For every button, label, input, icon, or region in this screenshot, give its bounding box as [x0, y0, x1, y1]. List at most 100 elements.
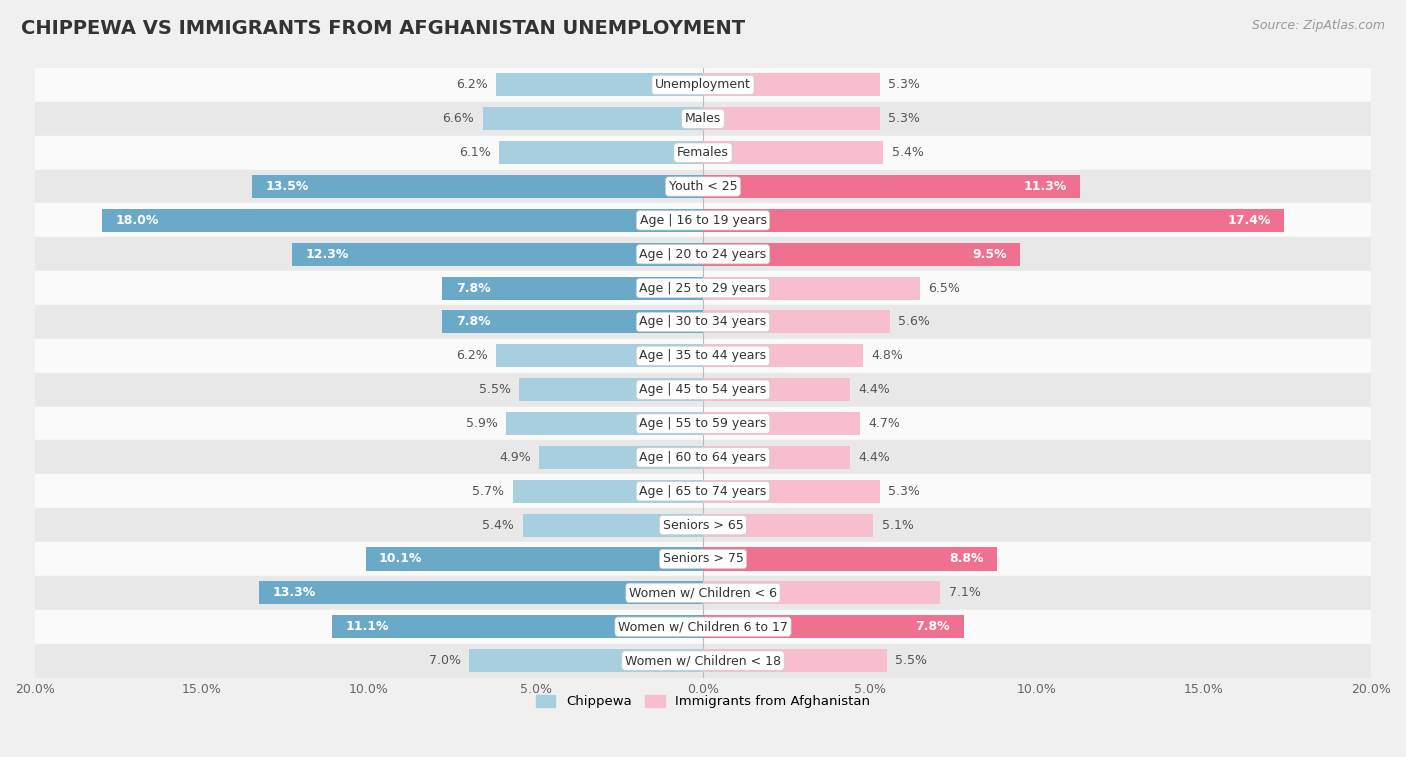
Bar [252, 175, 703, 198]
Bar [703, 412, 860, 435]
Bar [35, 339, 1371, 372]
Bar [703, 480, 880, 503]
Text: 7.0%: 7.0% [429, 654, 461, 667]
Text: 7.8%: 7.8% [456, 282, 491, 294]
Text: 6.6%: 6.6% [443, 112, 474, 126]
Text: 11.1%: 11.1% [346, 620, 389, 633]
Bar [703, 615, 963, 638]
Bar [703, 547, 997, 571]
Bar [540, 446, 703, 469]
Bar [35, 576, 1371, 610]
Text: 5.3%: 5.3% [889, 79, 921, 92]
Bar [703, 649, 887, 672]
Text: Age | 16 to 19 years: Age | 16 to 19 years [640, 214, 766, 227]
Text: 5.6%: 5.6% [898, 316, 931, 329]
Bar [366, 547, 703, 571]
Text: Age | 65 to 74 years: Age | 65 to 74 years [640, 484, 766, 498]
Text: 7.8%: 7.8% [915, 620, 950, 633]
Text: 4.9%: 4.9% [499, 451, 531, 464]
Text: Women w/ Children < 18: Women w/ Children < 18 [626, 654, 780, 667]
Text: Women w/ Children 6 to 17: Women w/ Children 6 to 17 [619, 620, 787, 633]
Bar [443, 276, 703, 300]
Text: 5.9%: 5.9% [465, 417, 498, 430]
Text: 8.8%: 8.8% [949, 553, 984, 565]
Text: Youth < 25: Youth < 25 [669, 180, 737, 193]
Text: 4.4%: 4.4% [858, 383, 890, 396]
Text: 13.3%: 13.3% [273, 587, 315, 600]
Text: 5.5%: 5.5% [479, 383, 510, 396]
Text: Source: ZipAtlas.com: Source: ZipAtlas.com [1251, 19, 1385, 32]
Bar [101, 209, 703, 232]
Legend: Chippewa, Immigrants from Afghanistan: Chippewa, Immigrants from Afghanistan [530, 690, 876, 714]
Text: Age | 55 to 59 years: Age | 55 to 59 years [640, 417, 766, 430]
Bar [35, 68, 1371, 102]
Bar [703, 378, 851, 401]
Bar [35, 542, 1371, 576]
Bar [259, 581, 703, 604]
Text: 9.5%: 9.5% [973, 248, 1007, 260]
Bar [703, 175, 1080, 198]
Text: 6.2%: 6.2% [456, 349, 488, 363]
Text: CHIPPEWA VS IMMIGRANTS FROM AFGHANISTAN UNEMPLOYMENT: CHIPPEWA VS IMMIGRANTS FROM AFGHANISTAN … [21, 19, 745, 38]
Bar [35, 508, 1371, 542]
Bar [496, 73, 703, 96]
Text: 7.1%: 7.1% [949, 587, 980, 600]
Text: Males: Males [685, 112, 721, 126]
Bar [703, 141, 883, 164]
Text: 5.4%: 5.4% [482, 519, 515, 531]
Bar [703, 581, 941, 604]
Text: 4.4%: 4.4% [858, 451, 890, 464]
Bar [703, 513, 873, 537]
Bar [292, 243, 703, 266]
Bar [35, 643, 1371, 678]
Bar [506, 412, 703, 435]
Text: Seniors > 65: Seniors > 65 [662, 519, 744, 531]
Bar [703, 107, 880, 130]
Bar [35, 610, 1371, 643]
Text: 6.1%: 6.1% [460, 146, 491, 159]
Text: 7.8%: 7.8% [456, 316, 491, 329]
Bar [523, 513, 703, 537]
Text: 17.4%: 17.4% [1227, 214, 1271, 227]
Bar [35, 305, 1371, 339]
Bar [703, 209, 1284, 232]
Text: Women w/ Children < 6: Women w/ Children < 6 [628, 587, 778, 600]
Bar [703, 310, 890, 334]
Text: 5.1%: 5.1% [882, 519, 914, 531]
Bar [35, 170, 1371, 204]
Bar [35, 271, 1371, 305]
Text: 4.8%: 4.8% [872, 349, 904, 363]
Bar [470, 649, 703, 672]
Text: 4.7%: 4.7% [869, 417, 900, 430]
Text: Seniors > 75: Seniors > 75 [662, 553, 744, 565]
Text: 13.5%: 13.5% [266, 180, 309, 193]
Text: 6.2%: 6.2% [456, 79, 488, 92]
Bar [332, 615, 703, 638]
Text: Age | 30 to 34 years: Age | 30 to 34 years [640, 316, 766, 329]
Bar [482, 107, 703, 130]
Bar [703, 73, 880, 96]
Text: Females: Females [678, 146, 728, 159]
Bar [35, 372, 1371, 407]
Text: 18.0%: 18.0% [115, 214, 159, 227]
Bar [35, 204, 1371, 237]
Bar [443, 310, 703, 334]
Text: Age | 60 to 64 years: Age | 60 to 64 years [640, 451, 766, 464]
Bar [513, 480, 703, 503]
Text: 12.3%: 12.3% [305, 248, 349, 260]
Text: Age | 25 to 29 years: Age | 25 to 29 years [640, 282, 766, 294]
Bar [519, 378, 703, 401]
Text: Age | 20 to 24 years: Age | 20 to 24 years [640, 248, 766, 260]
Text: 6.5%: 6.5% [928, 282, 960, 294]
Bar [703, 276, 920, 300]
Bar [499, 141, 703, 164]
Bar [496, 344, 703, 367]
Bar [35, 136, 1371, 170]
Text: 11.3%: 11.3% [1024, 180, 1067, 193]
Bar [35, 441, 1371, 475]
Text: Age | 45 to 54 years: Age | 45 to 54 years [640, 383, 766, 396]
Text: 5.7%: 5.7% [472, 484, 505, 498]
Text: 5.3%: 5.3% [889, 484, 921, 498]
Bar [703, 344, 863, 367]
Bar [35, 475, 1371, 508]
